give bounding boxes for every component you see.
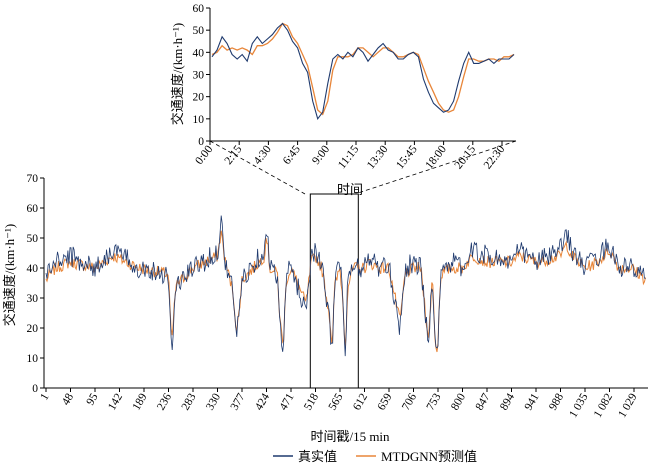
main-x-tick-label: 142 <box>106 391 125 412</box>
main-x-tick-label: 659 <box>376 391 395 412</box>
main-x-tick-label: 518 <box>302 391 321 412</box>
inset-x-tick-label: 9:00 <box>310 143 332 167</box>
inset-y-axis-label: 交通速度/(km·h⁻¹) <box>170 23 185 125</box>
inset-actual-series-line <box>211 22 515 121</box>
main-x-tick-label: 1 <box>38 391 51 402</box>
main-x-tick-label: 283 <box>180 391 199 412</box>
legend: 真实值 MTDGNN预测值 <box>273 449 477 464</box>
inset-x-axis-label: 时间 <box>337 182 363 197</box>
main-x-tick-label: 330 <box>204 391 223 412</box>
main-predicted-series-line <box>45 230 646 353</box>
inset-y-tick-label: 0 <box>198 136 204 148</box>
inset-predicted-series-line <box>211 22 515 116</box>
inset-x-tick-label: 0:00 <box>193 143 215 167</box>
main-x-tick-label: 800 <box>449 391 468 412</box>
main-x-tick-label: 1 029 <box>616 391 639 420</box>
main-y-tick-label: 0 <box>32 383 38 395</box>
zoom-connector-right-line <box>354 140 517 195</box>
main-y-axis-label: 交通速度/(km·h⁻¹) <box>2 224 17 326</box>
inset-y-tick-label: 30 <box>193 70 205 82</box>
inset-x-tick-label: 22:30 <box>482 143 508 171</box>
main-x-ticks: 1 48 95 142 189 236 283 330 377 424 471 518 565 612 65… <box>38 388 640 420</box>
inset-y-ticks: 0 10 20 30 40 50 60 <box>193 3 210 148</box>
inset-x-tick-label: 18:00 <box>423 143 449 171</box>
inset-y-tick-label: 50 <box>193 25 205 37</box>
main-x-tick-label: 1 035 <box>567 391 590 420</box>
main-y-tick-label: 30 <box>27 293 39 305</box>
main-x-tick-label: 988 <box>547 391 566 412</box>
main-y-tick-label: 60 <box>27 203 39 215</box>
main-x-tick-label: 753 <box>425 391 444 412</box>
main-chart: 0 10 20 30 40 50 60 70 1 48 95 142 189 236 283 330 377 4… <box>2 173 648 444</box>
inset-x-tick-label: 11:15 <box>336 143 361 171</box>
main-x-tick-label: 424 <box>253 391 272 412</box>
main-x-tick-label: 189 <box>131 391 150 412</box>
inset-y-tick-label: 60 <box>193 3 205 15</box>
main-x-tick-label: 377 <box>229 391 248 412</box>
main-y-tick-label: 10 <box>27 353 39 365</box>
inset-x-tick-label: 6:45 <box>281 143 303 167</box>
main-y-tick-label: 50 <box>27 233 39 245</box>
main-x-tick-label: 894 <box>498 391 517 412</box>
main-x-tick-label: 48 <box>60 391 76 407</box>
legend-predicted-label: MTDGNN预测值 <box>381 449 477 464</box>
main-y-tick-label: 40 <box>27 263 39 275</box>
main-x-tick-label: 1 082 <box>592 391 615 420</box>
main-x-tick-label: 612 <box>351 391 370 412</box>
inset-x-tick-label: 20:15 <box>453 143 479 171</box>
main-x-tick-label: 471 <box>278 391 297 412</box>
main-y-tick-label: 70 <box>27 173 39 185</box>
inset-y-tick-label: 10 <box>193 114 205 126</box>
main-x-tick-label: 565 <box>327 391 346 412</box>
main-x-tick-label: 236 <box>155 391 174 412</box>
inset-x-tick-label: 2:15 <box>223 143 245 167</box>
main-x-axis-label: 时间戳/15 min <box>310 429 390 444</box>
inset-x-tick-label: 13:30 <box>365 143 391 171</box>
main-y-ticks: 0 10 20 30 40 50 60 70 <box>27 173 44 395</box>
main-x-tick-label: 706 <box>400 391 419 412</box>
main-x-tick-label: 941 <box>523 391 542 412</box>
main-y-tick-label: 20 <box>27 323 39 335</box>
main-x-tick-label: 847 <box>474 391 493 412</box>
inset-x-tick-label: 15:45 <box>394 143 420 171</box>
legend-actual-label: 真实值 <box>298 449 337 464</box>
inset-y-tick-label: 40 <box>193 47 205 59</box>
main-actual-series-line <box>45 215 646 357</box>
inset-x-tick-label: 4:30 <box>252 143 274 167</box>
inset-x-ticks: 0:00 2:15 4:30 6:45 9:00 11:15 13:30 15:45 18:00… <box>193 141 508 171</box>
main-x-tick-label: 95 <box>84 391 100 407</box>
inset-y-tick-label: 20 <box>193 92 205 104</box>
